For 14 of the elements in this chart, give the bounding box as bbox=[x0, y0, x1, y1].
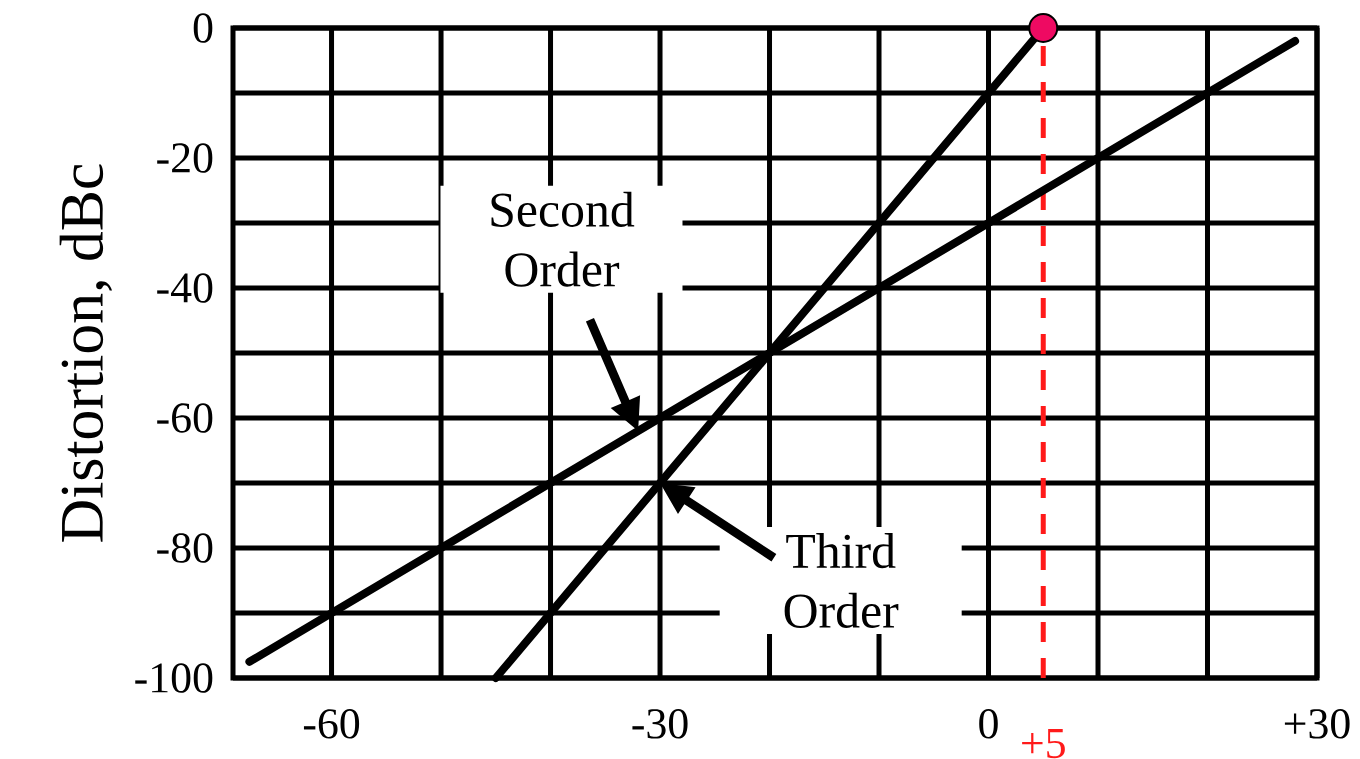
y-tick-label: -60 bbox=[157, 403, 213, 433]
x-tick-label: -60 bbox=[303, 709, 360, 739]
ref-line-label: +5 bbox=[1022, 729, 1065, 759]
y-tick-label: -100 bbox=[135, 663, 213, 693]
x-tick-label: -30 bbox=[632, 709, 688, 739]
x-tick-label: 0 bbox=[979, 709, 998, 739]
annotation: Third Order bbox=[784, 533, 899, 628]
x-tick-label: +30 bbox=[1284, 709, 1350, 739]
y-tick-label: -40 bbox=[157, 273, 213, 303]
y-axis-title: Distortion, dBc bbox=[59, 164, 113, 542]
y-tick-label: -80 bbox=[157, 533, 213, 563]
y-tick-label: 0 bbox=[193, 13, 213, 43]
y-tick-label: -20 bbox=[157, 143, 213, 173]
annotation: Second Order bbox=[491, 191, 635, 287]
